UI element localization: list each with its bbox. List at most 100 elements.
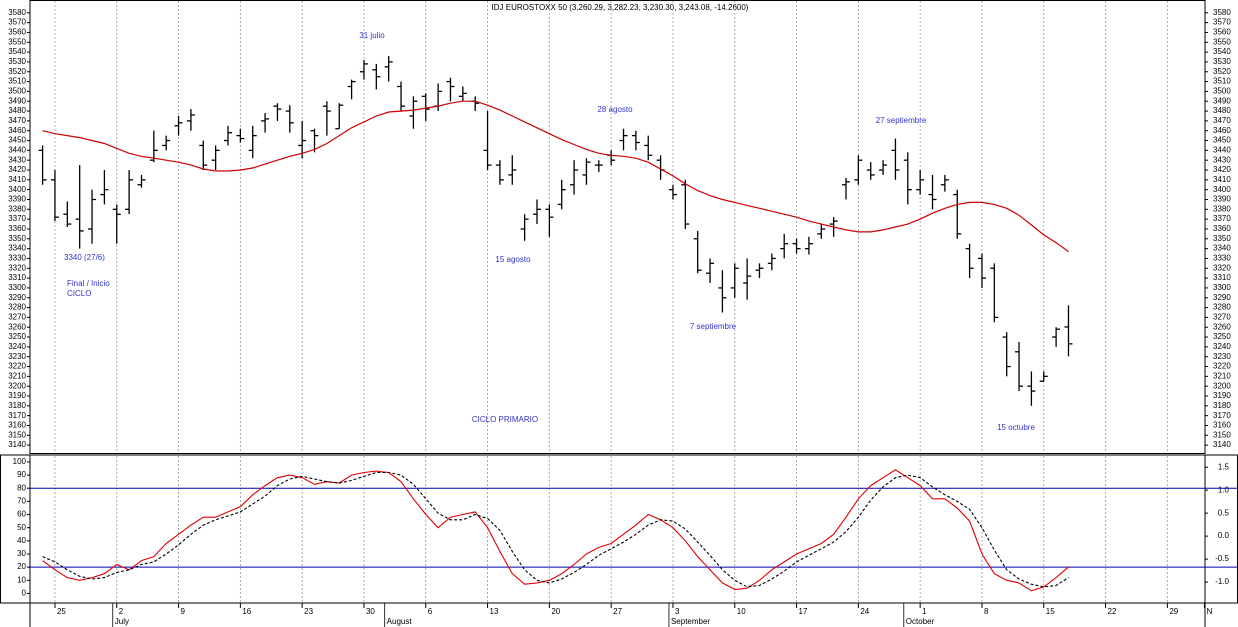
y-tick-label: 3570 — [1213, 18, 1231, 27]
y-tick-label: 0 — [22, 589, 27, 598]
y2-tick-label: -1.0 — [1215, 577, 1229, 586]
y-tick-label: 3320 — [8, 263, 26, 272]
y-tick-label: 3510 — [1213, 77, 1231, 86]
y-tick-label: 3390 — [1213, 195, 1231, 204]
y-tick-label: 3550 — [1213, 37, 1231, 46]
y-tick-label: 3560 — [8, 28, 26, 37]
y-tick-label: 3290 — [8, 293, 26, 302]
x-tick-label: 22 — [1108, 607, 1117, 616]
y-tick-label: 3190 — [8, 391, 26, 400]
y-tick-label: 3370 — [8, 214, 26, 223]
month-label: August — [387, 617, 413, 626]
y-tick-label: 3510 — [8, 77, 26, 86]
y-tick-label: 3150 — [1213, 430, 1231, 439]
y-tick-label: 3550 — [8, 37, 26, 46]
y-tick-label: 3160 — [1213, 421, 1231, 430]
y-tick-label: 3350 — [1213, 234, 1231, 243]
y-tick-label: 10 — [17, 575, 26, 584]
y-tick-label: 3220 — [1213, 362, 1231, 371]
x-tick-label: N — [1206, 607, 1212, 616]
annotation: Final / Inicio — [67, 279, 110, 288]
y-tick-label: 3420 — [8, 165, 26, 174]
y-tick-label: 3460 — [8, 126, 26, 135]
y-tick-label: 3300 — [1213, 283, 1231, 292]
y-tick-label: 30 — [17, 549, 26, 558]
y-tick-label: 3230 — [8, 352, 26, 361]
x-tick-label: 2 — [119, 607, 124, 616]
annotation: 28 agosto — [597, 105, 633, 114]
y-tick-label: 3320 — [1213, 263, 1231, 272]
annotation: 7 septiembre — [690, 322, 737, 331]
y-tick-label: 3300 — [8, 283, 26, 292]
y-tick-label: 3350 — [8, 234, 26, 243]
month-label: July — [115, 617, 129, 626]
y-tick-label: 3480 — [1213, 106, 1231, 115]
y-tick-label: 3190 — [1213, 391, 1231, 400]
y-tick-label: 3410 — [8, 175, 26, 184]
y2-tick-label: -0.5 — [1215, 554, 1229, 563]
y-tick-label: 3260 — [1213, 322, 1231, 331]
y-tick-label: 50 — [17, 523, 26, 532]
y-tick-label: 3180 — [1213, 401, 1231, 410]
y-tick-label: 40 — [17, 536, 26, 545]
annotation: 15 octubre — [997, 423, 1035, 432]
y-tick-label: 3210 — [1213, 371, 1231, 380]
x-tick-label: 16 — [242, 607, 251, 616]
y-tick-label: 3410 — [1213, 175, 1231, 184]
y-tick-label: 3170 — [1213, 411, 1231, 420]
y-tick-label: 3420 — [1213, 165, 1231, 174]
y-tick-label: 3240 — [1213, 342, 1231, 351]
y-tick-label: 90 — [17, 470, 26, 479]
y-tick-label: 3490 — [1213, 96, 1231, 105]
month-label: September — [671, 617, 710, 626]
y-tick-label: 3250 — [8, 332, 26, 341]
x-tick-label: 13 — [490, 607, 499, 616]
y-tick-label: 3540 — [1213, 47, 1231, 56]
x-tick-label: 29 — [1169, 607, 1178, 616]
y-tick-label: 3490 — [8, 96, 26, 105]
y-tick-label: 3290 — [1213, 293, 1231, 302]
y-tick-label: 3200 — [8, 381, 26, 390]
price-panel — [29, 0, 1206, 454]
y-tick-label: 3150 — [8, 430, 26, 439]
y-tick-label: 3470 — [8, 116, 26, 125]
y-tick-label: 3400 — [8, 185, 26, 194]
y-tick-label: 3200 — [1213, 381, 1231, 390]
y-tick-label: 70 — [17, 496, 26, 505]
y-tick-label: 3270 — [1213, 313, 1231, 322]
y-tick-label: 3460 — [1213, 126, 1231, 135]
annotation: CICLO PRIMARIO — [472, 415, 538, 424]
x-tick-label: 8 — [984, 607, 989, 616]
y-tick-label: 60 — [17, 510, 26, 519]
y-tick-label: 3380 — [1213, 204, 1231, 213]
y-tick-label: 3390 — [8, 195, 26, 204]
x-tick-label: 30 — [366, 607, 375, 616]
y-tick-label: 100 — [13, 457, 27, 466]
y-tick-label: 3270 — [8, 313, 26, 322]
y-tick-label: 3280 — [8, 303, 26, 312]
annotation: CICLO — [67, 289, 91, 298]
y-tick-label: 3160 — [8, 421, 26, 430]
x-tick-label: 17 — [799, 607, 808, 616]
y-tick-label: 3280 — [1213, 303, 1231, 312]
y-tick-label: 3470 — [1213, 116, 1231, 125]
x-tick-label: 24 — [860, 607, 869, 616]
y-tick-label: 3580 — [1213, 8, 1231, 17]
y-tick-label: 3260 — [8, 322, 26, 331]
x-tick-label: 20 — [551, 607, 560, 616]
y-tick-label: 3540 — [8, 47, 26, 56]
x-tick-label: 6 — [428, 607, 433, 616]
x-tick-label: 3 — [675, 607, 680, 616]
y-tick-label: 3380 — [8, 204, 26, 213]
y-tick-label: 80 — [17, 483, 26, 492]
oscillator-line — [42, 471, 1069, 588]
y-tick-label: 3330 — [1213, 254, 1231, 263]
y-tick-label: 3170 — [8, 411, 26, 420]
y-tick-label: 3530 — [1213, 57, 1231, 66]
y-tick-label: 3520 — [8, 67, 26, 76]
y-tick-label: 3360 — [8, 224, 26, 233]
y-tick-label: 3180 — [8, 401, 26, 410]
y-tick-label: 3140 — [8, 440, 26, 449]
